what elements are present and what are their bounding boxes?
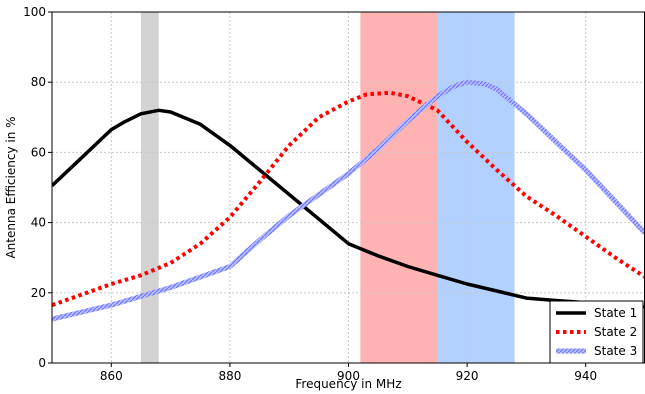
y-tick-label: 20	[31, 286, 46, 300]
series-line-state-2	[52, 90, 645, 307]
series-line-state-3	[52, 79, 645, 322]
x-tick-label: 860	[100, 369, 123, 383]
series-lines	[52, 79, 645, 322]
frequency-band-2	[360, 12, 438, 363]
legend: State 1 State 2 State 3	[549, 300, 644, 364]
x-axis-title: Frequency in MHz	[295, 377, 401, 391]
frequency-bands	[140, 12, 515, 363]
y-tick-label: 40	[31, 216, 46, 230]
x-tick-label: 880	[218, 369, 241, 383]
x-tick-label: 900	[337, 369, 360, 383]
x-tick-label: 920	[456, 369, 479, 383]
y-axis-title: Antenna Efficiency in %	[4, 116, 18, 258]
y-tick-label: 80	[31, 75, 46, 89]
legend-label-state-3: State 3	[594, 344, 637, 358]
y-tick-label: 0	[38, 356, 46, 370]
frequency-band-3	[437, 12, 515, 363]
axis-ticks: 860 880 900 920 940 0 20 40 60 80 100	[23, 5, 597, 383]
frequency-band-1	[140, 12, 159, 363]
y-tick-label: 100	[23, 5, 46, 19]
x-tick-label: 940	[574, 369, 597, 383]
y-tick-label: 60	[31, 145, 46, 159]
legend-label-state-2: State 2	[594, 325, 637, 339]
series-line-state-1	[52, 108, 645, 309]
legend-label-state-1: State 1	[594, 306, 637, 320]
